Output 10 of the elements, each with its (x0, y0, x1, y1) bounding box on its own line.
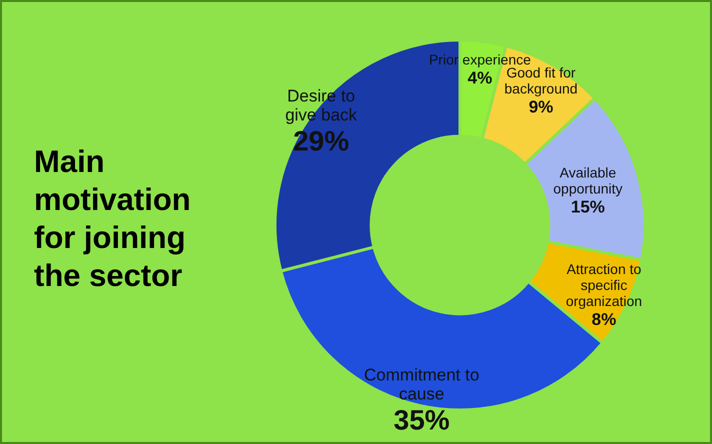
data-label: 4% (468, 68, 492, 88)
slice-label: Commitment to cause (364, 366, 480, 404)
data-label: 9% (528, 98, 554, 117)
data-label: 8% (592, 310, 616, 330)
data-label: 15% (570, 197, 605, 216)
slice-label: Attraction to specific organization (566, 261, 642, 310)
slice-label: Available opportunity (553, 164, 623, 196)
text: Main motivation for joining the sector (34, 144, 191, 293)
data-label: 35% (394, 404, 450, 436)
data-label: 29% (293, 125, 350, 156)
